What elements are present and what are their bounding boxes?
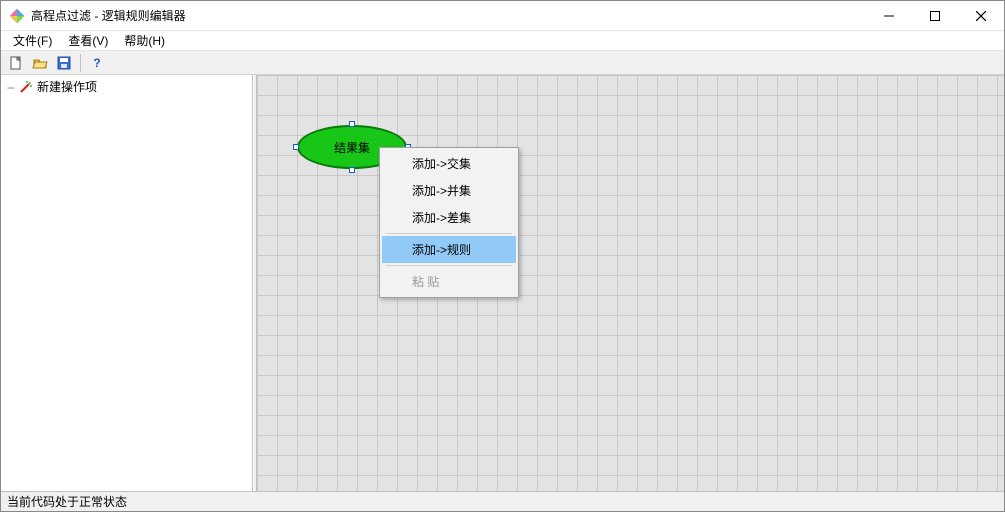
window-title: 高程点过滤 - 逻辑规则编辑器 xyxy=(31,7,186,24)
resize-handle-bottom[interactable] xyxy=(349,167,355,173)
menu-help[interactable]: 帮助(H) xyxy=(116,30,173,51)
new-button[interactable] xyxy=(5,53,27,73)
save-button[interactable] xyxy=(53,53,75,73)
menubar: 文件(F) 查看(V) 帮助(H) xyxy=(1,31,1004,51)
app-window: 高程点过滤 - 逻辑规则编辑器 文件(F) 查看(V) 帮助(H) xyxy=(0,0,1005,512)
tree-item-label: 新建操作项 xyxy=(37,78,97,95)
tree-panel: --- 新建操作项 xyxy=(1,75,253,491)
cm-separator xyxy=(386,265,512,266)
cm-paste: 粘 贴 xyxy=(382,268,516,295)
open-button[interactable] xyxy=(29,53,51,73)
titlebar: 高程点过滤 - 逻辑规则编辑器 xyxy=(1,1,1004,31)
toolbar-separator xyxy=(80,54,81,72)
resize-handle-top[interactable] xyxy=(349,121,355,127)
cm-add-union[interactable]: 添加->并集 xyxy=(382,177,516,204)
maximize-button[interactable] xyxy=(912,1,958,31)
canvas-panel[interactable]: 结果集 添加->交集 添加->并集 添加->差集 添加->规则 粘 贴 xyxy=(257,75,1004,491)
menu-view[interactable]: 查看(V) xyxy=(60,30,116,51)
cm-add-difference[interactable]: 添加->差集 xyxy=(382,204,516,231)
statusbar: 当前代码处于正常状态 xyxy=(1,491,1004,511)
help-button[interactable]: ? xyxy=(86,53,108,73)
close-button[interactable] xyxy=(958,1,1004,31)
cm-add-rule[interactable]: 添加->规则 xyxy=(382,236,516,263)
open-icon xyxy=(32,55,48,71)
app-icon xyxy=(9,8,25,24)
close-icon xyxy=(976,11,986,21)
status-text: 当前代码处于正常状态 xyxy=(7,493,127,510)
node-label: 结果集 xyxy=(334,139,370,156)
cm-separator xyxy=(386,233,512,234)
new-icon xyxy=(8,55,24,71)
content-area: --- 新建操作项 结果集 xyxy=(1,75,1004,491)
tree-item-root[interactable]: --- 新建操作项 xyxy=(1,75,252,98)
minimize-button[interactable] xyxy=(866,1,912,31)
menu-file[interactable]: 文件(F) xyxy=(5,30,60,51)
minimize-icon xyxy=(884,11,894,21)
help-icon: ? xyxy=(89,55,105,71)
toolbar: ? xyxy=(1,51,1004,75)
cm-add-intersection[interactable]: 添加->交集 xyxy=(382,150,516,177)
maximize-icon xyxy=(930,11,940,21)
context-menu: 添加->交集 添加->并集 添加->差集 添加->规则 粘 贴 xyxy=(379,147,519,298)
resize-handle-left[interactable] xyxy=(293,144,299,150)
save-icon xyxy=(56,55,72,71)
wand-icon xyxy=(19,80,33,94)
svg-text:?: ? xyxy=(93,56,100,70)
tree-connector: --- xyxy=(7,80,13,94)
